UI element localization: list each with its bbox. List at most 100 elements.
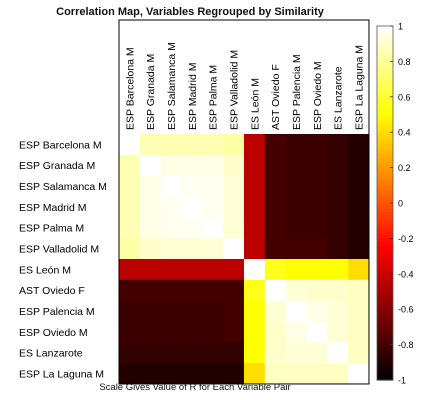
- colorbar-tick-label: -0.6: [398, 305, 414, 315]
- heatmap-cell: [243, 217, 266, 239]
- heatmap-cell: [202, 134, 224, 156]
- colorbar-segment: [377, 273, 393, 278]
- heatmap-cell: [327, 363, 349, 385]
- heatmap-cell: [202, 175, 224, 197]
- heatmap-cell: [285, 217, 307, 239]
- heatmap-cell: [348, 238, 370, 260]
- y-tick-label: ES León M: [19, 264, 71, 276]
- colorbar-segment: [377, 208, 393, 213]
- heatmap-cell: [160, 321, 182, 343]
- heatmap-cell: [181, 300, 203, 322]
- x-tick-label: ESP Oviedo M: [312, 61, 324, 130]
- heatmap-cell: [264, 279, 287, 302]
- colorbar-segment: [377, 315, 393, 319]
- heatmap-cell: [348, 196, 370, 218]
- colorbar-segment: [377, 194, 393, 198]
- heatmap-cell: [139, 321, 162, 343]
- heatmap-cell: [181, 154, 203, 177]
- colorbar-segment: [377, 365, 393, 369]
- colorbar-segment: [377, 368, 393, 372]
- heatmap-cell: [139, 175, 162, 197]
- heatmap-cell: [202, 217, 224, 239]
- heatmap-cell: [285, 363, 307, 385]
- colorbar-segment: [377, 226, 393, 231]
- heatmap-cell: [139, 363, 162, 385]
- plot-frame: [118, 19, 370, 385]
- y-tick-label: ESP Palencia M: [19, 306, 95, 318]
- heatmap-cell: [243, 258, 266, 281]
- heatmap-cell: [285, 279, 307, 302]
- heatmap-cell: [160, 300, 182, 322]
- colorbar-segment: [377, 267, 393, 272]
- colorbar-segment: [377, 276, 393, 281]
- heatmap-cell: [243, 238, 266, 260]
- colorbar-tick-label: 0.2: [398, 163, 411, 173]
- colorbar-segment: [377, 188, 393, 192]
- colorbar-segment: [377, 326, 393, 331]
- colorbar-segment: [377, 371, 393, 375]
- colorbar-segment: [377, 374, 393, 378]
- heatmap-cell: [285, 342, 307, 364]
- colorbar-tick-label: -0.2: [398, 234, 414, 244]
- heatmap-cell: [119, 363, 141, 385]
- colorbar-segment: [377, 297, 393, 301]
- heatmap-cell: [119, 342, 141, 364]
- x-tick-label: ESP Palma M: [208, 65, 220, 130]
- heatmap-cell: [139, 279, 162, 302]
- heatmap-cell: [223, 258, 245, 281]
- y-tick-labels: ESP Barcelona M ESP Granada M ESP Salamanc…: [19, 139, 107, 380]
- colorbar-segment: [377, 185, 393, 189]
- x-tick-label: ESP Valladolid M: [229, 50, 241, 130]
- heatmap-cell: [223, 175, 245, 197]
- heatmap-cell: [181, 258, 203, 281]
- colorbar-segment: [377, 173, 393, 178]
- colorbar-segment: [377, 31, 393, 36]
- colorbar-segment: [377, 108, 393, 113]
- heatmap-cell: [243, 175, 266, 197]
- colorbar-segment: [377, 182, 393, 186]
- heatmap-cell: [327, 175, 349, 197]
- y-tick-label: ESP La Laguna M: [19, 369, 104, 381]
- colorbar-segment: [377, 344, 393, 349]
- heatmap-cell: [243, 342, 266, 364]
- heatmap-cell: [139, 154, 162, 177]
- heatmap-cell: [202, 196, 224, 218]
- heatmap-cell: [119, 279, 141, 302]
- heatmap-cell: [119, 134, 141, 156]
- heatmap-cell: [119, 196, 141, 218]
- heatmap-cell: [223, 217, 245, 239]
- colorbar-segment: [377, 179, 393, 183]
- colorbar-segment: [377, 90, 393, 95]
- colorbar-segment: [377, 253, 393, 257]
- heatmap-cell: [285, 196, 307, 218]
- colorbar-segment: [377, 217, 393, 222]
- heatmap-cell: [223, 300, 245, 322]
- heatmap-cell: [139, 196, 162, 218]
- colorbar-segment: [377, 111, 393, 116]
- colorbar-tick-label: 0.8: [398, 57, 411, 67]
- heatmap-cell: [327, 154, 349, 177]
- y-tick-label: ESP Valladolid M: [19, 244, 99, 256]
- heatmap-cell: [243, 134, 266, 156]
- heatmap-cell: [160, 258, 182, 281]
- colorbar-segment: [377, 197, 393, 201]
- heatmap-cell: [160, 363, 182, 385]
- colorbar-segment: [377, 52, 393, 57]
- colorbar-segment: [377, 241, 393, 245]
- heatmap-cell: [202, 300, 224, 322]
- colorbar-segment: [377, 244, 393, 248]
- colorbar-segment: [377, 220, 393, 225]
- heatmap-cell: [160, 196, 182, 218]
- colorbar-segment: [377, 235, 393, 239]
- colorbar-segment: [377, 58, 393, 62]
- heatmap-cell: [327, 196, 349, 218]
- heatmap-cell: [285, 175, 307, 197]
- heatmap-cell: [119, 238, 141, 260]
- colorbar-segment: [377, 64, 393, 68]
- heatmap-cell: [223, 238, 245, 260]
- heatmap-cell: [202, 154, 224, 177]
- heatmap-cell: [223, 321, 245, 343]
- y-tick-label: ES Lanzarote: [19, 348, 83, 360]
